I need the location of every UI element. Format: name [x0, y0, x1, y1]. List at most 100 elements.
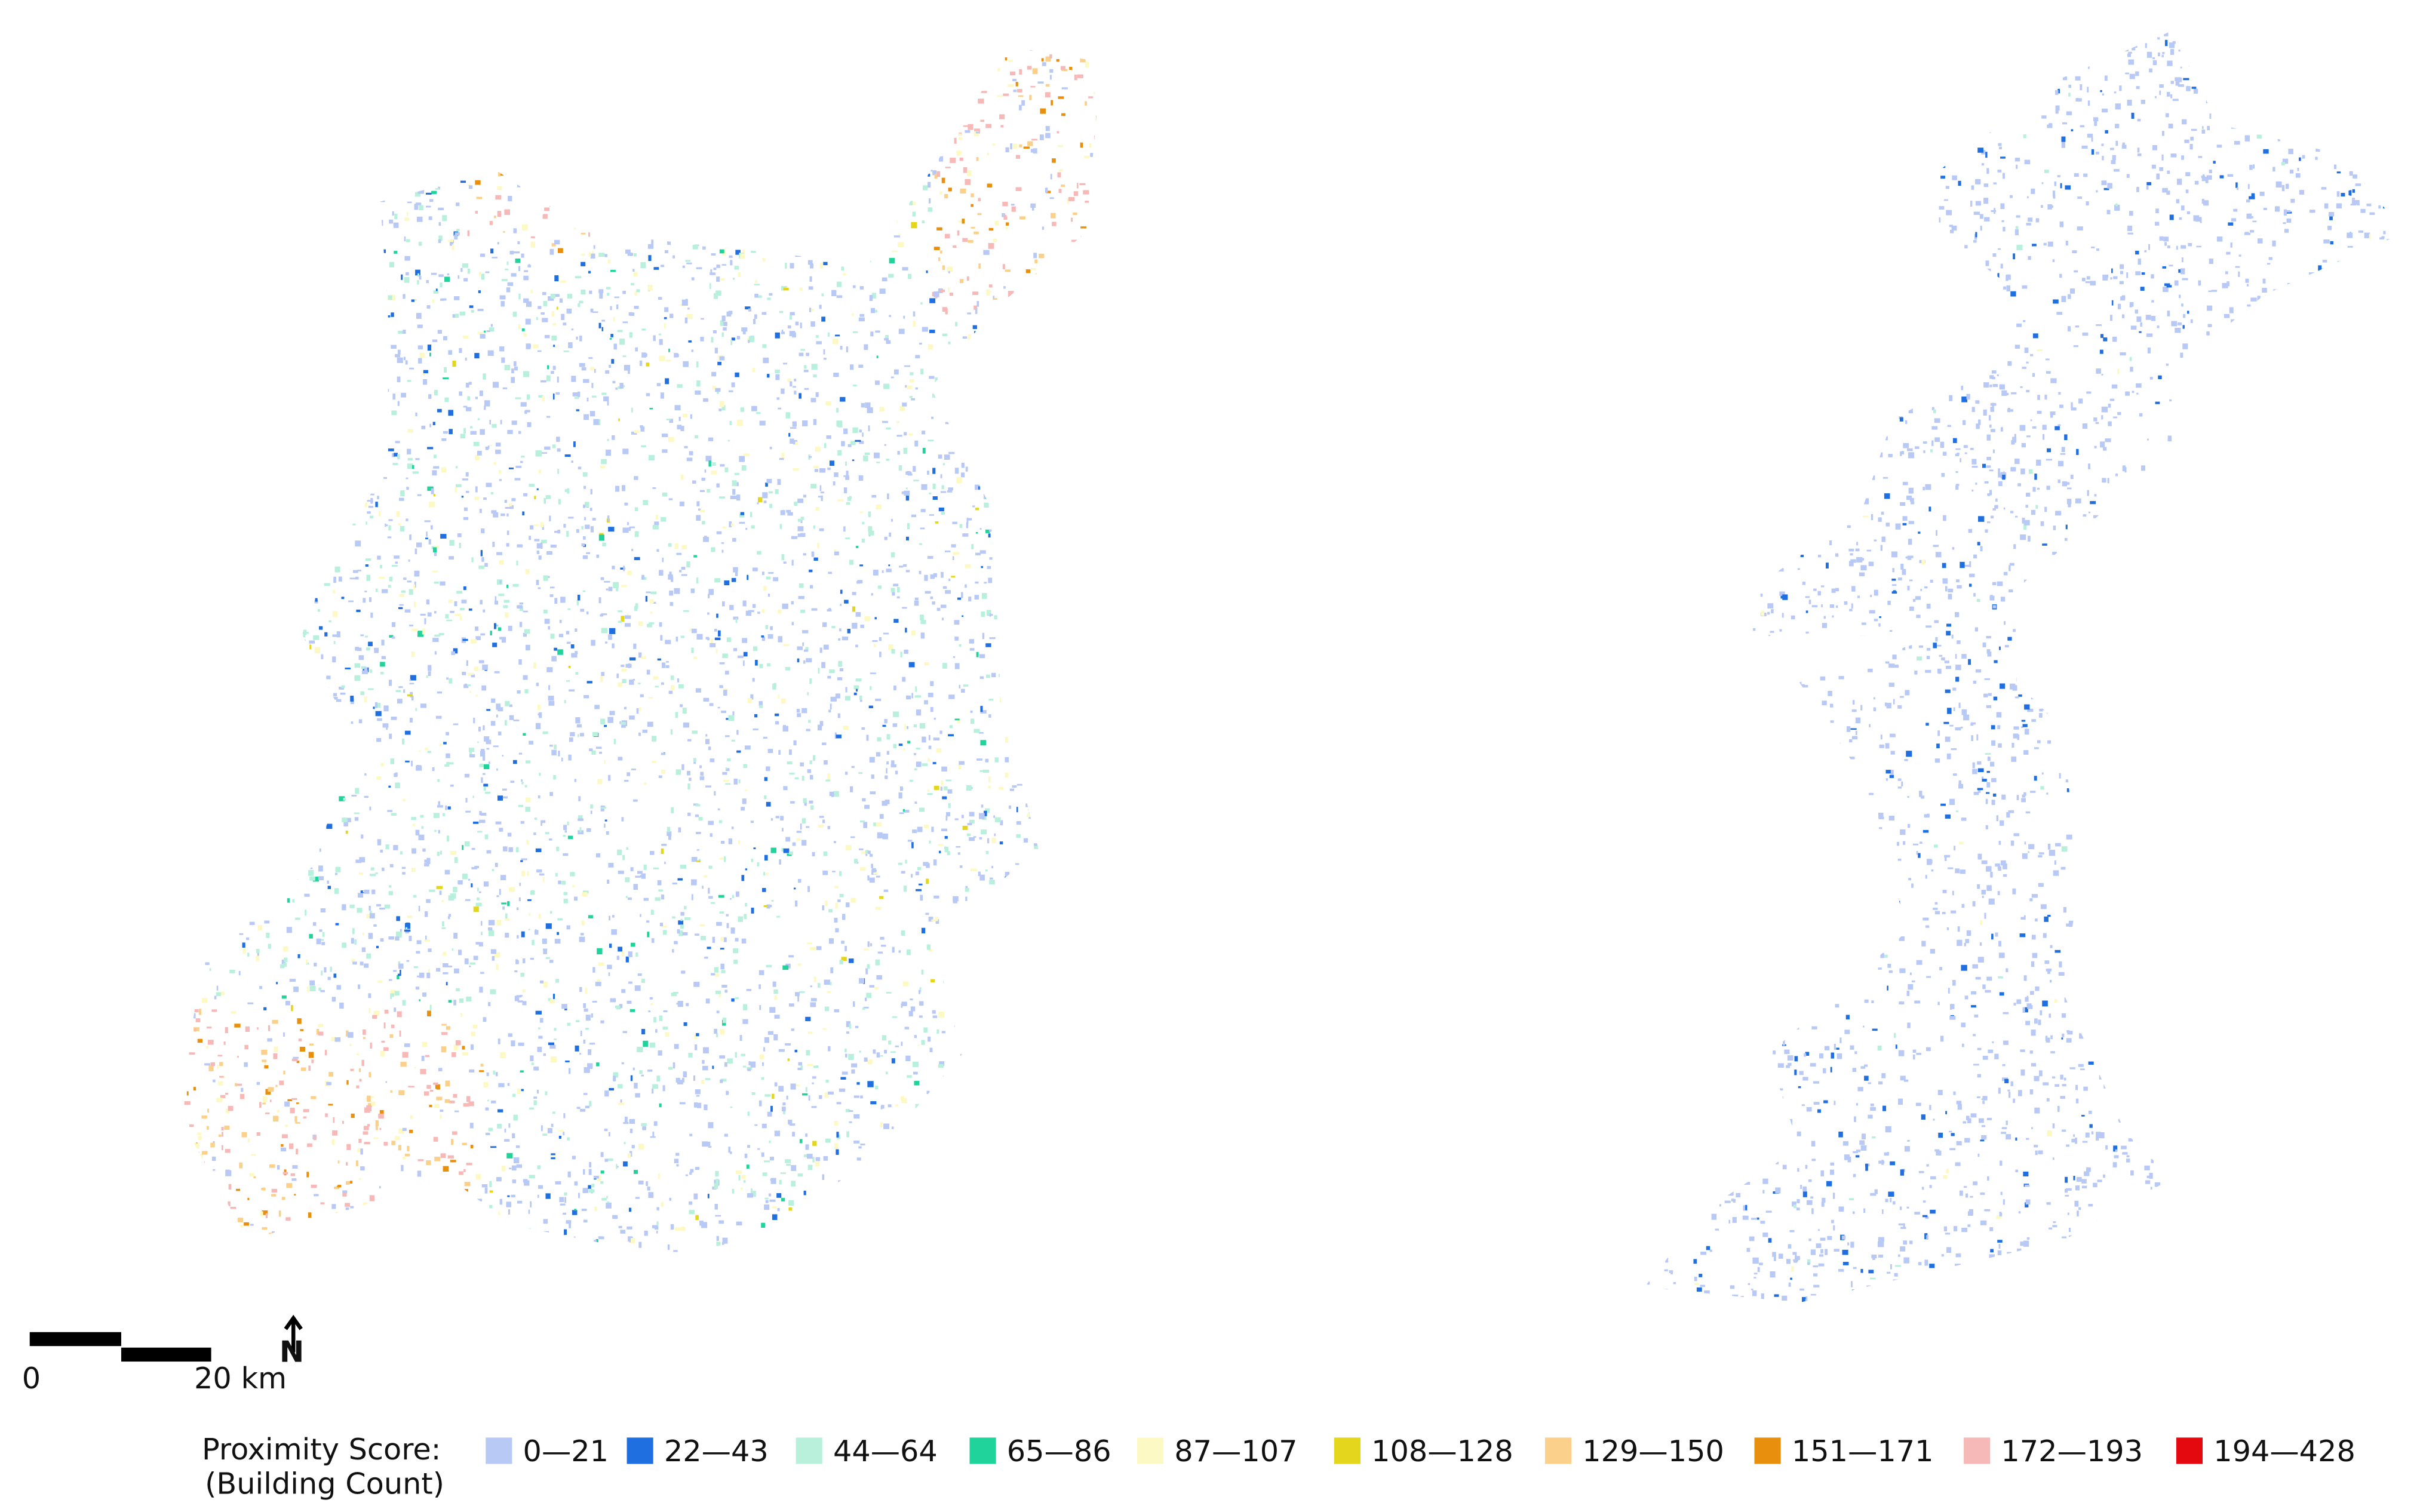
building: [750, 248, 754, 251]
building: [864, 222, 870, 226]
building: [683, 79, 686, 84]
building: [475, 942, 481, 945]
building: [557, 469, 560, 474]
building: [933, 247, 940, 250]
building: [824, 66, 830, 73]
building: [823, 358, 827, 360]
building: [665, 359, 671, 362]
building: [225, 130, 231, 133]
building: [689, 1133, 693, 1136]
building: [935, 377, 938, 383]
building: [512, 1179, 517, 1184]
building: [970, 868, 977, 871]
building: [196, 651, 201, 654]
building: [201, 1115, 207, 1119]
building: [965, 425, 971, 428]
building: [403, 577, 407, 580]
building: [795, 321, 799, 325]
building: [665, 661, 669, 663]
building: [351, 794, 357, 797]
building: [564, 1007, 567, 1010]
building: [362, 70, 365, 76]
building: [621, 669, 627, 672]
building: [760, 1054, 764, 1060]
building: [469, 168, 474, 170]
building: [857, 169, 861, 172]
building: [191, 190, 198, 195]
building: [324, 967, 327, 973]
building: [331, 997, 336, 1002]
building: [226, 151, 232, 154]
building: [871, 308, 876, 314]
building: [959, 157, 963, 161]
building: [689, 128, 691, 134]
building: [702, 886, 704, 889]
building: [494, 671, 500, 674]
building: [309, 934, 313, 939]
building: [245, 812, 248, 817]
building: [1090, 282, 1095, 287]
building: [171, 789, 175, 794]
building: [612, 915, 615, 918]
building: [581, 232, 586, 235]
building: [670, 602, 674, 606]
building: [480, 1064, 484, 1067]
building: [368, 1072, 371, 1078]
building: [787, 378, 791, 383]
building: [919, 987, 922, 992]
building: [696, 501, 700, 506]
building: [798, 595, 804, 600]
building: [1081, 1161, 1085, 1167]
building: [928, 917, 933, 922]
building: [518, 324, 521, 329]
building: [962, 1105, 965, 1108]
building: [1071, 239, 1077, 242]
building: [392, 1206, 398, 1212]
building: [194, 608, 198, 614]
building: [223, 1041, 226, 1045]
building: [1035, 760, 1039, 764]
building: [479, 811, 482, 816]
building: [535, 723, 541, 730]
building: [767, 663, 771, 666]
building: [1065, 333, 1069, 337]
building: [1073, 1160, 1079, 1163]
building: [920, 368, 924, 374]
building: [672, 882, 677, 885]
building: [1104, 428, 1107, 433]
building: [217, 1065, 219, 1070]
building: [216, 929, 222, 932]
building: [844, 461, 847, 466]
building: [827, 991, 831, 994]
building: [398, 963, 404, 969]
building: [601, 459, 607, 465]
building: [581, 253, 585, 256]
building: [1016, 986, 1020, 992]
building: [466, 1096, 471, 1102]
building: [859, 699, 862, 702]
building: [394, 555, 400, 559]
building: [913, 480, 919, 482]
building: [232, 562, 238, 567]
building: [746, 1164, 750, 1169]
building: [850, 836, 855, 838]
building: [1085, 927, 1088, 933]
building: [213, 1169, 216, 1171]
building: [869, 877, 875, 883]
building: [549, 248, 554, 255]
building: [1037, 310, 1040, 316]
building: [1008, 389, 1014, 393]
building: [911, 842, 914, 849]
building: [244, 506, 250, 513]
building: [186, 721, 189, 724]
building: [400, 1062, 407, 1067]
building: [689, 1172, 692, 1175]
building: [1071, 1185, 1074, 1188]
building: [785, 666, 791, 671]
building: [929, 492, 932, 494]
building: [433, 454, 437, 459]
building: [736, 730, 739, 735]
building: [548, 838, 552, 841]
building: [853, 198, 858, 201]
building: [179, 202, 182, 206]
